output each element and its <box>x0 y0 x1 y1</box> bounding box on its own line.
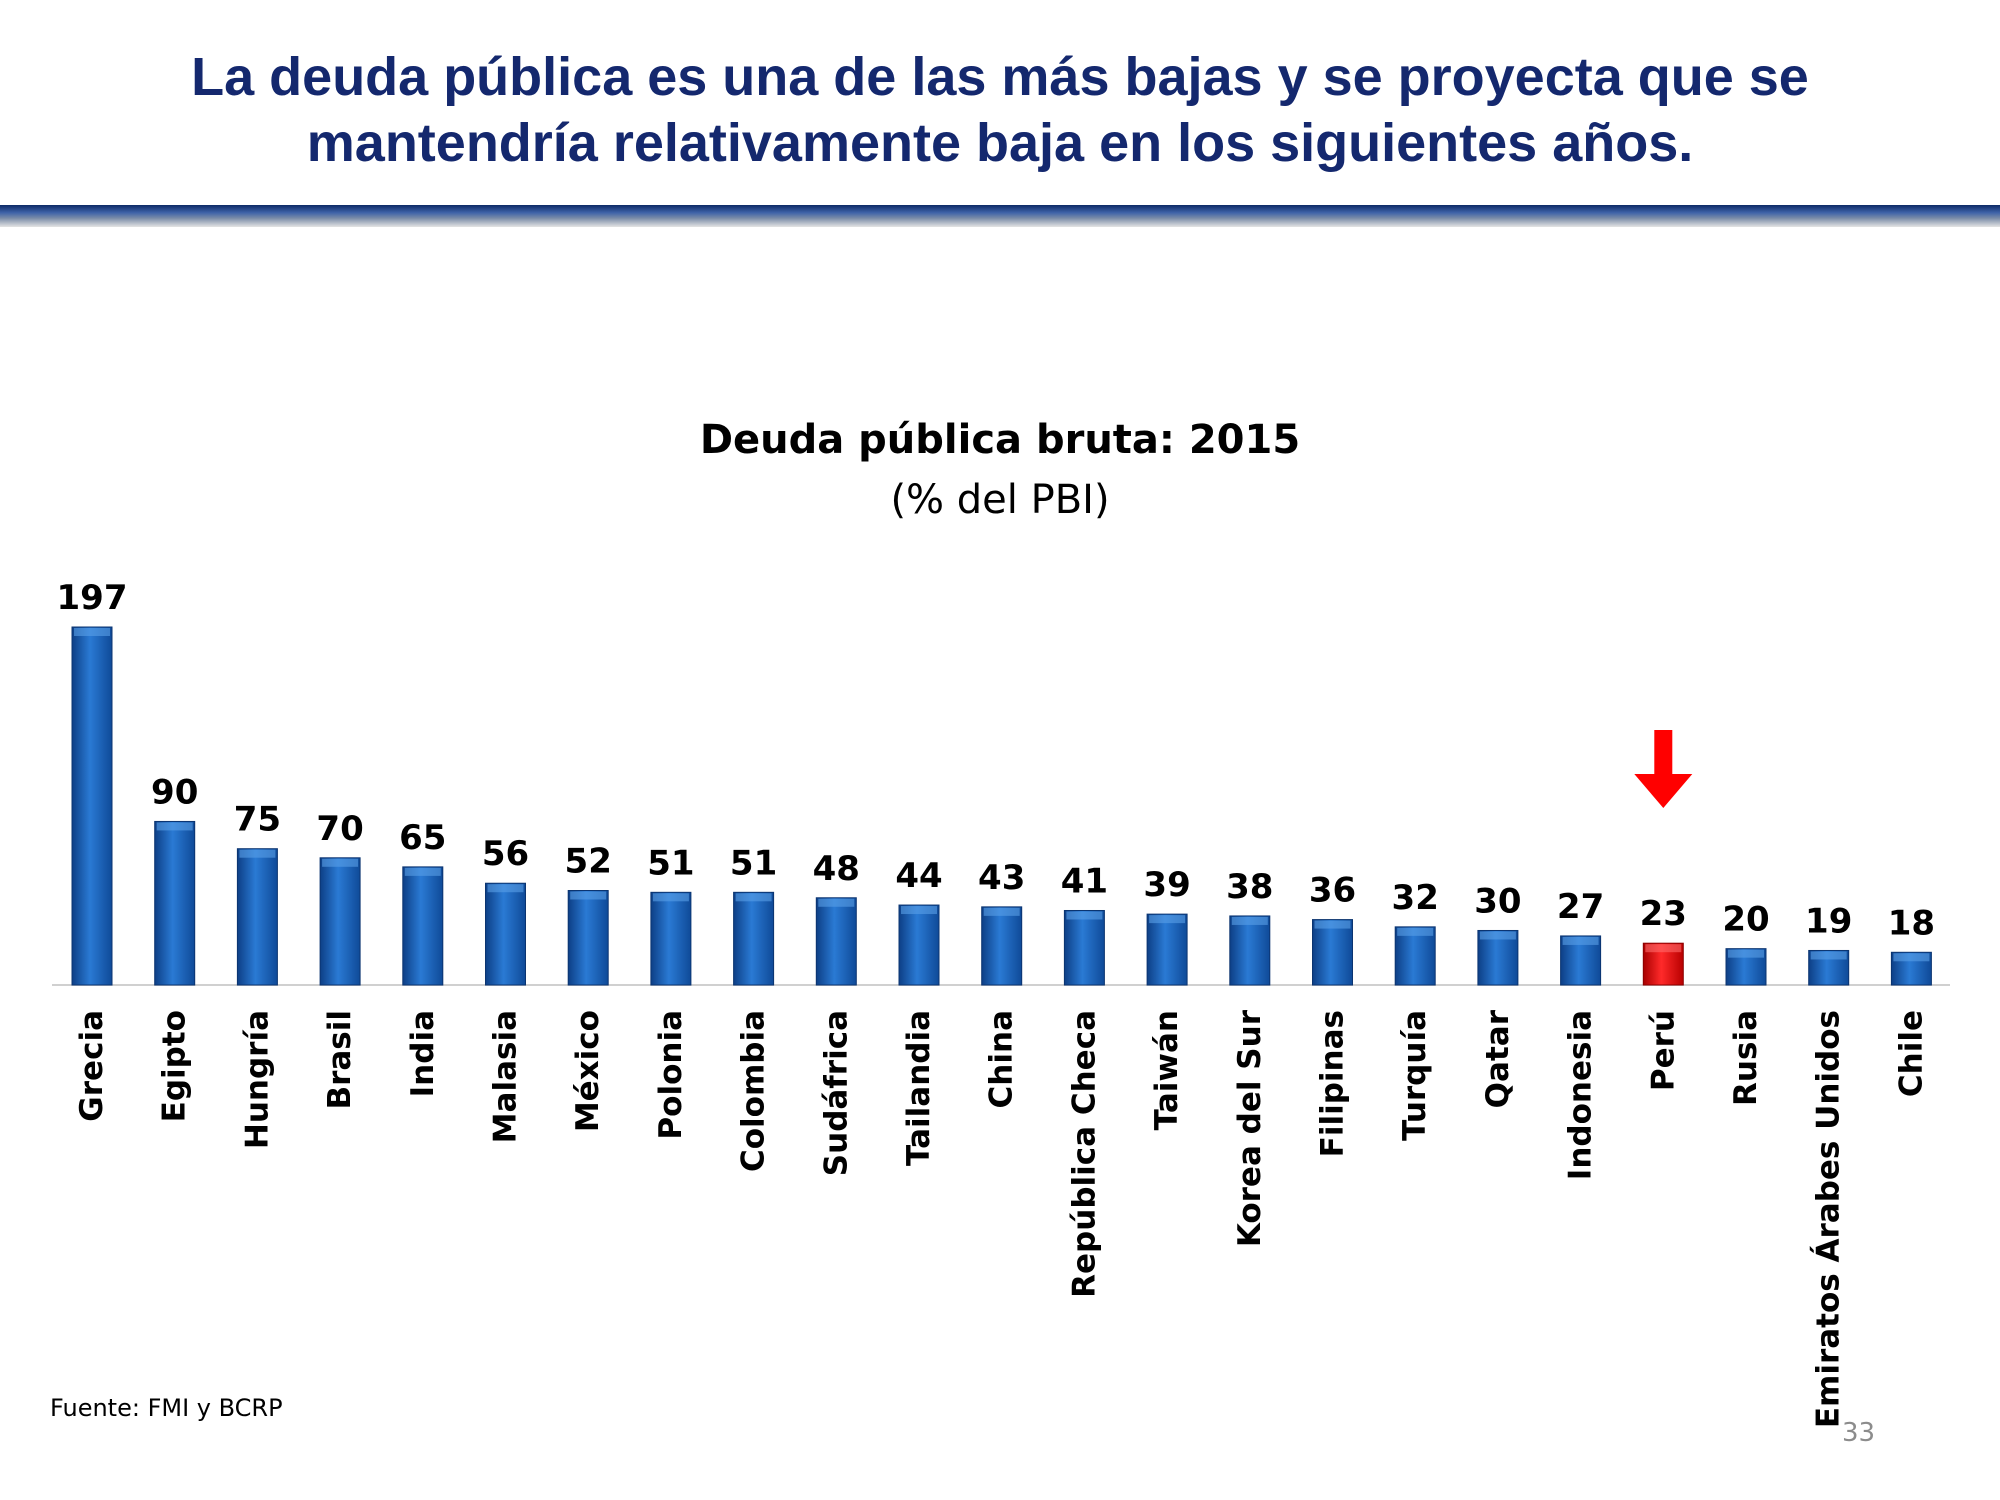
category-label: Perú <box>1645 1010 1681 1091</box>
category-label: Rusia <box>1728 1010 1764 1106</box>
page-number: 33 <box>1842 1418 1876 1448</box>
category-label: República Checa <box>1066 1010 1102 1298</box>
category-label: Qatar <box>1480 1009 1516 1108</box>
bar-bevel <box>1066 911 1103 920</box>
bar-10 <box>898 904 940 986</box>
value-label: 43 <box>978 858 1025 898</box>
bar-bevel <box>1893 953 1930 962</box>
slide-title-line-1: La deuda pública es una de las más bajas… <box>191 47 1809 107</box>
value-label: 70 <box>316 809 363 849</box>
value-label: 32 <box>1392 878 1439 918</box>
category-label: Sudáfrica <box>818 1010 854 1176</box>
bar-0 <box>71 626 113 986</box>
value-label: 65 <box>399 818 446 858</box>
category-label: Colombia <box>736 1010 772 1172</box>
bar-bevel <box>1810 951 1847 960</box>
slide-title: La deuda pública es una de las más bajas… <box>0 44 2000 176</box>
bar-3 <box>319 857 361 986</box>
bar-5 <box>485 882 526 986</box>
value-label: 18 <box>1888 903 1935 943</box>
category-label: Malasia <box>488 1010 524 1143</box>
category-label: India <box>405 1010 441 1097</box>
bar-12 <box>1063 909 1105 986</box>
category-label: China <box>984 1010 1020 1108</box>
bar-6 <box>567 890 609 986</box>
bar-bevel <box>652 893 689 902</box>
bar-bevel <box>1479 931 1516 940</box>
category-label: México <box>570 1010 606 1132</box>
bar-14 <box>1229 915 1271 986</box>
chart-title: Deuda pública bruta: 2015 <box>699 417 1301 463</box>
category-label: Turquía <box>1397 1010 1433 1141</box>
chart-subtitle: (% del PBI) <box>890 477 1110 523</box>
bar-2 <box>236 848 278 986</box>
value-label: 56 <box>482 834 529 874</box>
value-label: 23 <box>1640 894 1687 934</box>
bar-bevel <box>1562 936 1599 945</box>
value-label: 20 <box>1722 900 1769 940</box>
bar-bevel <box>1728 949 1764 958</box>
category-label: Indonesia <box>1563 1010 1599 1180</box>
bar-bevel <box>322 858 359 867</box>
value-label: 90 <box>151 772 198 812</box>
bar-bevel <box>818 898 855 907</box>
bar-7 <box>650 891 692 986</box>
bar-bevel <box>487 884 524 893</box>
bar-bevel <box>570 891 607 900</box>
category-label: Filipinas <box>1315 1010 1351 1157</box>
bar-bevel <box>74 628 110 636</box>
arrow-down-icon <box>1634 730 1693 808</box>
category-label: Polonia <box>653 1010 689 1140</box>
category-label: Grecia <box>74 1010 110 1122</box>
bar-bevel <box>1314 920 1351 929</box>
bar-11 <box>981 906 1023 986</box>
bar-bevel <box>1397 927 1434 936</box>
value-label: 197 <box>57 578 128 618</box>
value-label: 52 <box>565 842 612 882</box>
value-label: 39 <box>1143 865 1190 905</box>
value-label: 51 <box>647 843 694 883</box>
bar-bevel <box>156 822 193 831</box>
bar-1 <box>154 820 196 986</box>
bar-17 <box>1477 929 1519 986</box>
category-label: Tailandia <box>901 1010 937 1166</box>
category-label: Korea del Sur <box>1232 1009 1268 1247</box>
bar-bevel <box>1645 944 1682 953</box>
value-label: 48 <box>813 849 860 889</box>
bar-bevel <box>404 867 441 876</box>
bar-4 <box>402 866 444 986</box>
value-label: 41 <box>1061 861 1108 901</box>
bar-15 <box>1312 919 1353 986</box>
value-label: 38 <box>1226 867 1273 907</box>
bars-layer: 197 Grecia 90 Egipto 75 Hungría 70 Brasil 65 Indi… <box>52 578 1950 1428</box>
bar-bevel <box>239 849 276 858</box>
bar-8 <box>733 891 775 986</box>
bar-bevel <box>901 906 937 915</box>
value-label: 36 <box>1309 871 1356 911</box>
bar-bevel <box>1149 915 1186 924</box>
category-label: Brasil <box>322 1010 358 1110</box>
value-label: 27 <box>1557 887 1604 927</box>
value-label: 30 <box>1474 881 1521 921</box>
title-divider <box>0 205 2000 227</box>
value-label: 51 <box>730 843 777 883</box>
source-note: Fuente: FMI y BCRP <box>50 1394 283 1422</box>
value-label: 75 <box>234 800 281 840</box>
bar-9 <box>815 897 857 986</box>
bar-13 <box>1146 913 1188 986</box>
category-label: Egipto <box>157 1010 193 1122</box>
value-label: 19 <box>1805 901 1852 941</box>
value-label: 44 <box>895 856 942 896</box>
bar-bevel <box>735 893 772 902</box>
category-label: Taiwán <box>1149 1010 1185 1130</box>
bar-bevel <box>983 907 1020 916</box>
bar-16 <box>1394 926 1436 986</box>
category-label: Hungría <box>239 1010 275 1149</box>
category-label: Chile <box>1893 1010 1929 1097</box>
slide-title-line-2: mantendría relativamente baja en los sig… <box>306 113 1694 173</box>
category-label: Emiratos Árabes Unidos <box>1811 1010 1847 1428</box>
bar-bevel <box>1231 916 1268 925</box>
